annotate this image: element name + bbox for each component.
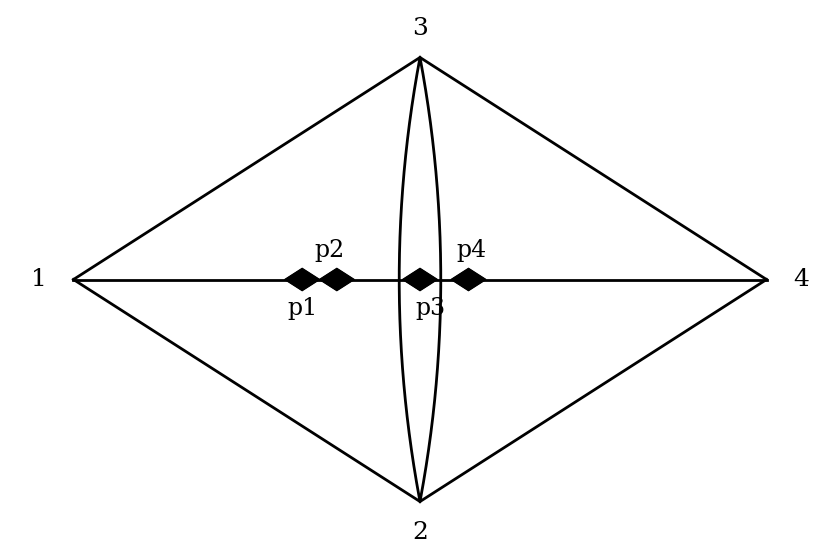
Text: 2: 2 [412,521,428,544]
Text: p3: p3 [415,297,445,320]
Text: p2: p2 [315,239,345,262]
Text: 3: 3 [412,17,428,40]
Polygon shape [451,268,486,291]
Polygon shape [402,268,438,291]
Text: 1: 1 [31,268,47,291]
Text: p1: p1 [287,297,318,320]
Polygon shape [285,268,319,291]
Text: 4: 4 [793,268,809,291]
Text: p4: p4 [457,239,487,262]
Polygon shape [319,268,354,291]
